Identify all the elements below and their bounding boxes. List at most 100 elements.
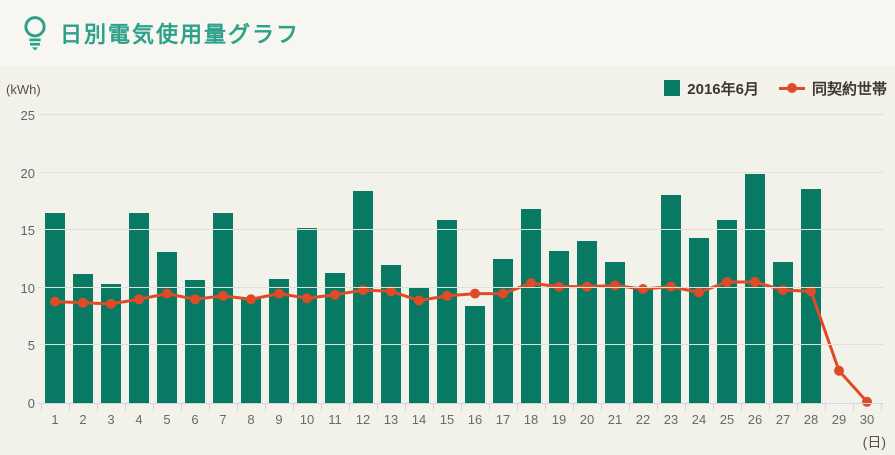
x-tick xyxy=(489,404,490,411)
legend-bar-swatch xyxy=(664,80,681,96)
x-tick-label: 3 xyxy=(107,412,115,427)
x-tick xyxy=(293,404,294,411)
bar-slot xyxy=(237,115,265,403)
bar xyxy=(129,212,149,403)
bar-slot xyxy=(657,115,685,403)
line-point xyxy=(610,280,620,291)
line-point xyxy=(526,278,536,289)
line-point xyxy=(162,288,172,299)
bar-slot xyxy=(405,115,433,403)
gridline xyxy=(38,286,884,288)
page-title: 日別電気使用量グラフ xyxy=(60,22,301,47)
x-labels: 1 2 3 4 5 6 7 8 9 10 11 12 13 14 15 16 17 18 19 20 21 22 23 24 2… xyxy=(41,412,881,427)
line-point xyxy=(330,289,340,300)
bars xyxy=(41,115,881,403)
bar-slot xyxy=(573,115,601,403)
line-point xyxy=(834,365,844,376)
x-tick-label: 5 xyxy=(163,412,171,427)
x-tick-label: 20 xyxy=(579,412,595,427)
x-tick xyxy=(69,404,70,411)
bar xyxy=(381,264,401,403)
x-tick xyxy=(797,404,798,411)
line-point xyxy=(78,297,88,308)
bar-slot xyxy=(125,115,153,403)
x-tick-label: 14 xyxy=(411,412,427,427)
y-tick-label: 15 xyxy=(20,223,35,239)
bar xyxy=(241,299,261,403)
x-tick-label: 4 xyxy=(135,412,143,427)
line-point xyxy=(722,277,732,287)
x-tick-label: 27 xyxy=(775,412,791,427)
x-tick xyxy=(629,404,630,411)
legend-bar-label: 2016年6月 xyxy=(687,80,759,98)
line-point xyxy=(246,294,256,305)
y-unit-label: (kWh) xyxy=(6,82,41,97)
gridline xyxy=(38,171,884,173)
x-tick-label: 12 xyxy=(355,412,371,427)
line-point xyxy=(134,294,144,305)
x-tick-label: 19 xyxy=(551,412,567,427)
x-tick-label: 13 xyxy=(383,412,399,427)
x-tick-label: 10 xyxy=(299,412,315,427)
y-tick-label: 0 xyxy=(27,396,35,411)
x-tick xyxy=(377,404,378,411)
legend-line-label: 同契約世帯 xyxy=(811,80,887,98)
line-point xyxy=(442,290,452,301)
x-tick xyxy=(433,404,434,411)
x-tick xyxy=(769,404,770,411)
bar-slot xyxy=(321,115,349,403)
line-point xyxy=(806,286,816,297)
x-tick xyxy=(237,404,238,411)
x-tick-label: 30 xyxy=(859,412,875,427)
bar xyxy=(325,272,345,403)
gridline xyxy=(38,114,884,115)
bar xyxy=(269,278,289,403)
line-point xyxy=(666,281,676,292)
x-tick-label: 11 xyxy=(328,412,342,427)
bar xyxy=(465,306,485,403)
bar xyxy=(353,191,373,403)
line-point xyxy=(106,298,116,309)
bar xyxy=(101,284,121,403)
bar-slot xyxy=(433,115,461,403)
gridline xyxy=(38,344,884,346)
bar xyxy=(437,219,457,403)
bar-slot xyxy=(461,115,489,403)
line-point xyxy=(554,281,564,292)
bar-slot xyxy=(153,115,181,403)
x-tick xyxy=(517,404,518,411)
usage-line-svg xyxy=(50,277,872,407)
x-tick xyxy=(321,404,322,411)
bar-slot xyxy=(349,115,377,403)
bar-slot xyxy=(209,115,237,403)
x-tick xyxy=(181,404,182,411)
x-tick-label: 22 xyxy=(635,412,651,427)
legend-item-bars: 2016年6月 xyxy=(664,78,759,99)
bar xyxy=(213,212,233,403)
bar-slot xyxy=(41,115,69,403)
x-unit-label: (日) xyxy=(862,434,886,450)
x-tick xyxy=(601,404,602,411)
legend-line-marker xyxy=(778,82,805,94)
x-tick-label: 1 xyxy=(51,412,59,427)
line-point xyxy=(694,287,704,298)
bar-slot xyxy=(601,115,629,403)
line-point xyxy=(50,296,60,307)
bar-slot xyxy=(293,115,321,403)
y-tick-label: 5 xyxy=(27,338,35,354)
bar xyxy=(773,262,793,403)
lightbulb-icon xyxy=(24,16,46,51)
bar xyxy=(549,250,569,403)
x-tick-label: 7 xyxy=(219,412,227,427)
line-point xyxy=(582,281,592,292)
x-tick-label: 25 xyxy=(719,412,735,427)
bar xyxy=(185,279,205,403)
y-tick-label: 20 xyxy=(20,165,35,181)
x-tick xyxy=(461,404,462,411)
x-tick-label: 26 xyxy=(747,412,763,427)
bar xyxy=(521,209,541,403)
x-tick xyxy=(97,404,98,411)
bar xyxy=(661,194,681,403)
line-point xyxy=(498,288,508,299)
x-tick-label: 18 xyxy=(523,412,539,427)
